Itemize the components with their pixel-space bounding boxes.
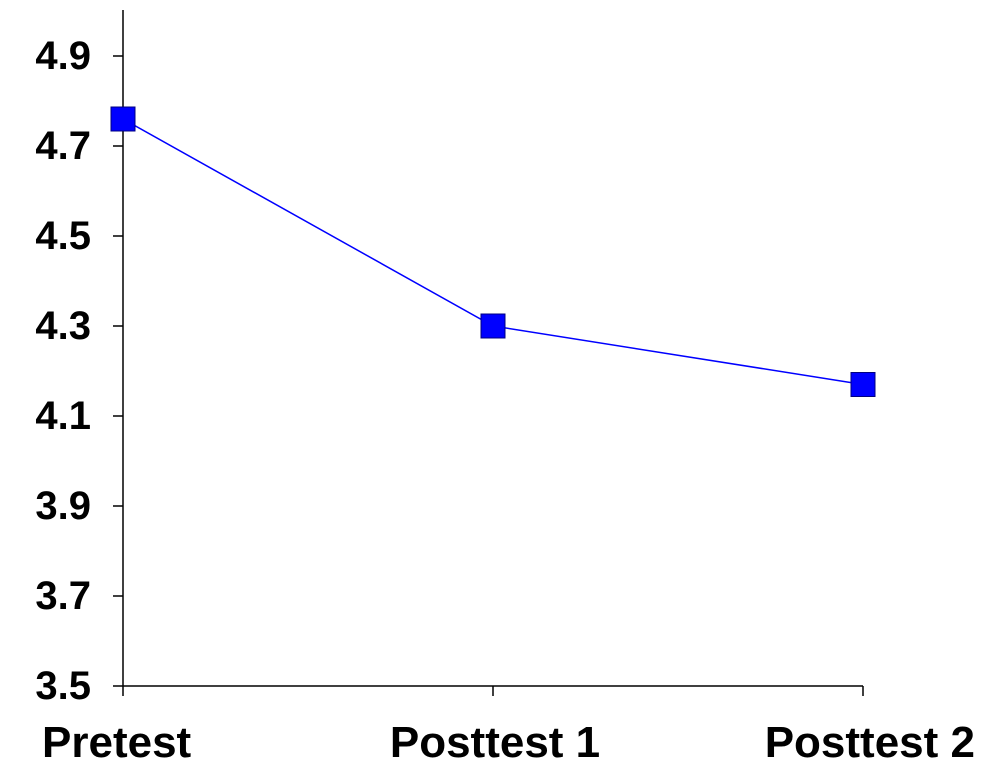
y-axis-ticks: 3.5 3.7 3.9 4.1 4.3 4.5 4.7 4.9 <box>35 34 123 708</box>
y-tick-label: 4.9 <box>35 34 91 78</box>
y-tick-label: 3.9 <box>35 484 91 528</box>
y-tick-label: 4.5 <box>35 214 91 258</box>
chart-axes <box>122 10 863 687</box>
y-tick-label: 4.7 <box>35 124 91 168</box>
series-line <box>122 118 864 386</box>
data-point-marker <box>110 106 136 132</box>
x-tick-label: Posttest 2 <box>765 718 975 767</box>
y-tick-label: 4.1 <box>35 394 91 438</box>
y-tick-label: 3.7 <box>35 574 91 618</box>
y-tick-label: 3.5 <box>35 664 91 708</box>
x-axis-ticks: Pretest Posttest 1 Posttest 2 <box>42 686 975 767</box>
y-tick-label: 4.3 <box>35 304 91 348</box>
data-point-marker <box>850 372 876 397</box>
x-tick-label: Pretest <box>42 718 192 767</box>
series-group <box>110 106 876 397</box>
data-point-marker <box>480 313 506 339</box>
x-tick-label: Posttest 1 <box>390 718 600 767</box>
